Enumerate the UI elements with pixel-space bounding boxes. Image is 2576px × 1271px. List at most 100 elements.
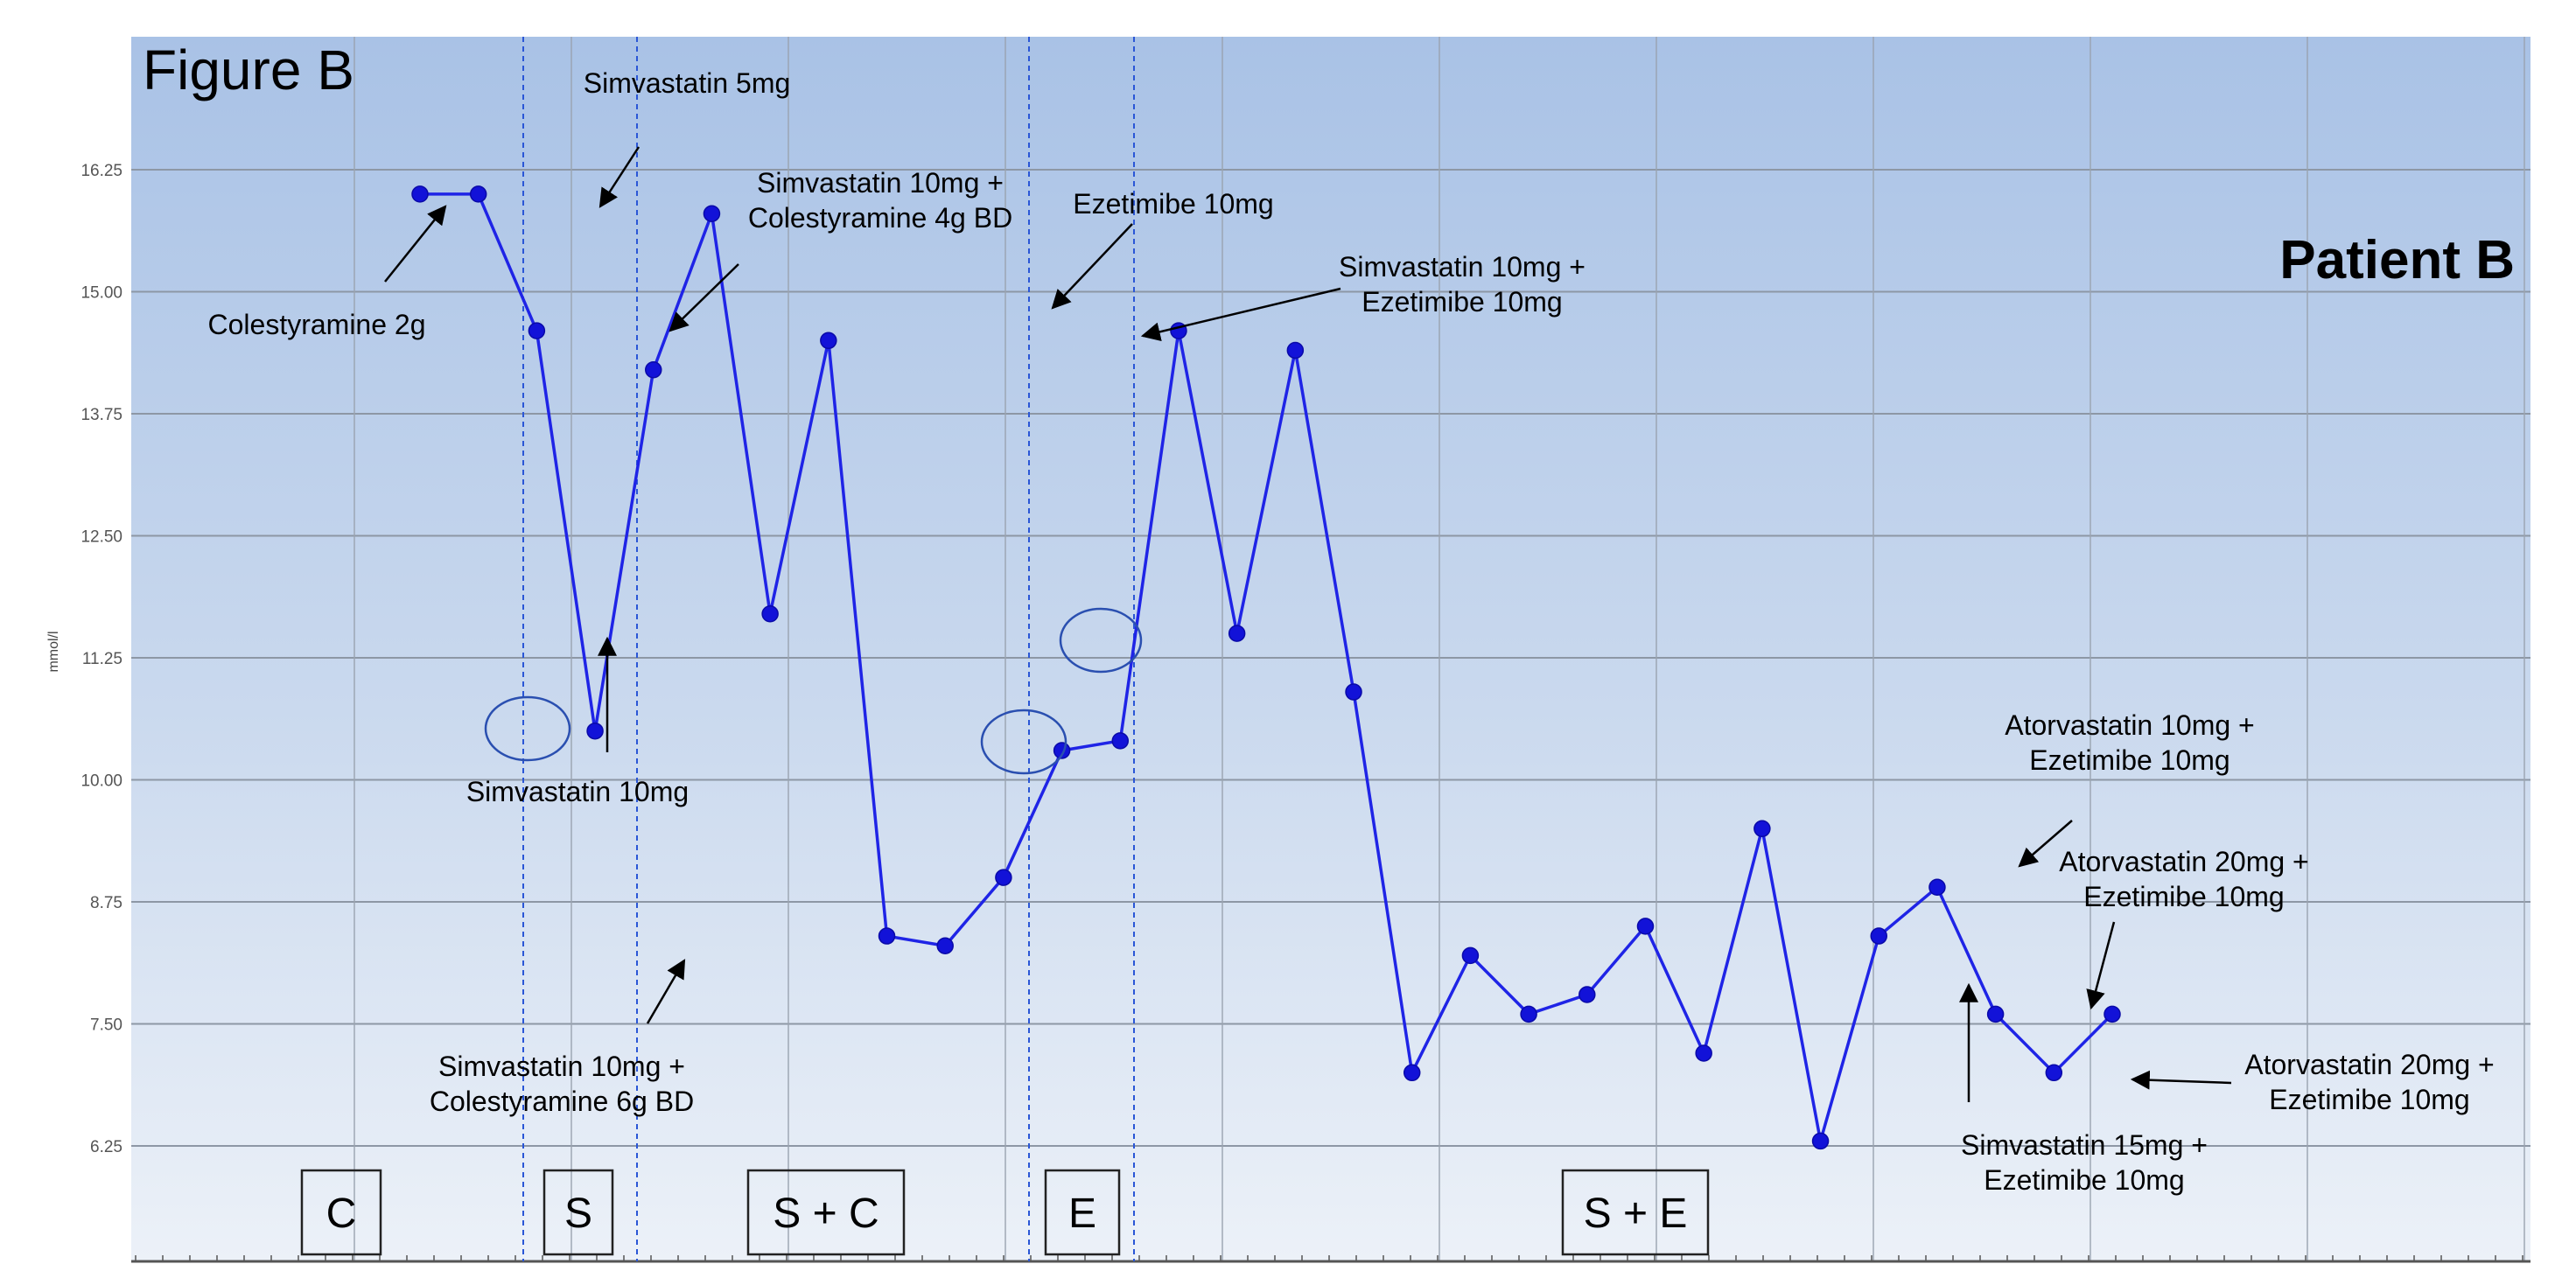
plot-background (131, 37, 2530, 1261)
annotation-text: Simvastatin 15mg + Ezetimibe 10mg (1961, 1129, 2208, 1196)
annotation: Simvastatin 5mg (584, 67, 791, 208)
data-point (1520, 1005, 1537, 1023)
y-tick-label: 6.25 (90, 1138, 122, 1156)
data-point (936, 937, 954, 954)
data-point (411, 185, 429, 203)
annotation-text: Simvastatin 10mg (466, 776, 689, 807)
phase-label: S (564, 1191, 592, 1237)
annotation-line: Atorvastatin 10mg + (2005, 709, 2254, 741)
annotation-arrow (646, 959, 686, 1024)
series-line (420, 192, 2114, 1143)
phase-label: S + E (1584, 1191, 1688, 1237)
data-point (1111, 732, 1130, 750)
data-point (1695, 1044, 1712, 1062)
annotation: Colestyramine 2g (208, 205, 447, 340)
annotation-arrow (2130, 1070, 2232, 1090)
annotation-arrow (668, 263, 739, 332)
annotation: Atorvastatin 20mg + Ezetimibe 10mg (2130, 1049, 2495, 1115)
data-point (820, 332, 837, 350)
phase-label: C (326, 1191, 357, 1237)
data-point (1870, 927, 1887, 945)
phase-box (542, 1169, 614, 1256)
data-point (586, 722, 604, 740)
data-point (1636, 918, 1655, 935)
annotation: Atorvastatin 10mg + Ezetimibe 10mg (2005, 709, 2255, 868)
phase-box (1561, 1169, 1710, 1256)
y-tick-label: 12.50 (80, 528, 122, 547)
annotation: Atorvastatin 20mg + Ezetimibe 10mg (2059, 846, 2309, 1010)
data-point (469, 185, 487, 203)
annotation: Simvastatin 10mg + Ezetimibe 10mg (1140, 251, 1586, 342)
data-point (878, 927, 896, 945)
annotation: Simvastatin 10mg + Colestyramine 6g BD (430, 959, 694, 1117)
annotation-text: Ezetimibe 10mg (1073, 188, 1273, 220)
y-tick-label: 16.25 (80, 162, 122, 180)
chart-title: Figure B (143, 38, 354, 101)
annotation-arrow (598, 146, 640, 208)
annotation-line: Simvastatin 10mg + (757, 167, 1004, 199)
annotation-text: Atorvastatin 20mg + Ezetimibe 10mg (2059, 846, 2308, 912)
annotation-text: Simvastatin 10mg + Colestyramine 6g BD (430, 1051, 694, 1117)
annotation: Simvastatin 15mg + Ezetimibe 10mg (1959, 982, 2208, 1196)
annotation-line: Ezetimibe 10mg (1362, 286, 1562, 318)
annotation-text: Atorvastatin 20mg + Ezetimibe 10mg (2244, 1049, 2494, 1115)
y-tick-label: 15.00 (80, 284, 122, 303)
annotation-line: Atorvastatin 20mg + (2059, 846, 2308, 877)
annotation-line: Simvastatin 10mg + (1339, 251, 1586, 283)
data-point (1228, 625, 1246, 642)
data-point (761, 605, 779, 623)
annotation-line: Ezetimibe 10mg (1984, 1164, 2184, 1196)
data-point (1403, 1064, 1421, 1082)
annotation-arrow (2086, 921, 2116, 1010)
y-axis-label: mmol/l (46, 631, 61, 672)
y-tick-label: 8.75 (90, 894, 122, 912)
phase-box (746, 1169, 906, 1256)
chart-subtitle: Patient B (2279, 230, 2515, 290)
annotation-line: Ezetimibe 10mg (2029, 744, 2230, 776)
phase-box (300, 1169, 382, 1256)
data-point (1928, 878, 1946, 897)
annotation: Ezetimibe 10mg (1051, 188, 1274, 310)
y-tick-label: 10.00 (80, 772, 122, 791)
data-point (1986, 1005, 2005, 1023)
annotation-line: Ezetimibe 10mg (2083, 881, 2284, 912)
annotation-line: Colestyramine 4g BD (748, 202, 1012, 234)
annotation-line: Simvastatin 10mg (466, 776, 689, 807)
data-point (528, 322, 546, 339)
annotation-arrow (1140, 287, 1341, 342)
annotation-line: Colestyramine 6g BD (430, 1086, 694, 1117)
annotation-arrow (1051, 223, 1133, 310)
data-point (1578, 986, 1596, 1003)
data-point (703, 205, 721, 222)
data-point (1811, 1132, 1830, 1150)
highlight-circle (484, 695, 571, 762)
highlight-circle (1059, 607, 1143, 674)
annotation-line: Colestyramine 2g (208, 309, 426, 340)
phase-label: S + C (773, 1191, 878, 1237)
data-point (995, 869, 1012, 886)
y-tick-label: 7.50 (90, 1016, 122, 1035)
annotation-line: Simvastatin 10mg + (438, 1051, 685, 1082)
highlight-circle (980, 709, 1068, 775)
annotation-line: Ezetimibe 10mg (1073, 188, 1273, 220)
annotation-text: Simvastatin 10mg + Colestyramine 4g BD (748, 167, 1012, 234)
data-point (1345, 683, 1362, 701)
annotation-line: Atorvastatin 20mg + (2244, 1049, 2494, 1080)
y-tick-label: 13.75 (80, 406, 122, 424)
annotation-arrow (384, 205, 447, 283)
data-point (645, 361, 662, 379)
y-tick-label: 11.25 (82, 650, 122, 668)
annotation: Simvastatin 10mg + Colestyramine 4g BD (668, 167, 1012, 332)
data-point (1286, 341, 1305, 360)
data-point (2104, 1005, 2121, 1023)
phase-box (1044, 1169, 1121, 1256)
annotation-text: Atorvastatin 10mg + Ezetimibe 10mg (2005, 709, 2254, 776)
data-point (1461, 946, 1480, 965)
annotation-line: Simvastatin 15mg + (1961, 1129, 2208, 1161)
phase-label: E (1068, 1191, 1096, 1237)
annotation: Simvastatin 10mg (466, 636, 689, 807)
annotation-text: Simvastatin 5mg (584, 67, 791, 99)
data-point (1754, 820, 1771, 838)
